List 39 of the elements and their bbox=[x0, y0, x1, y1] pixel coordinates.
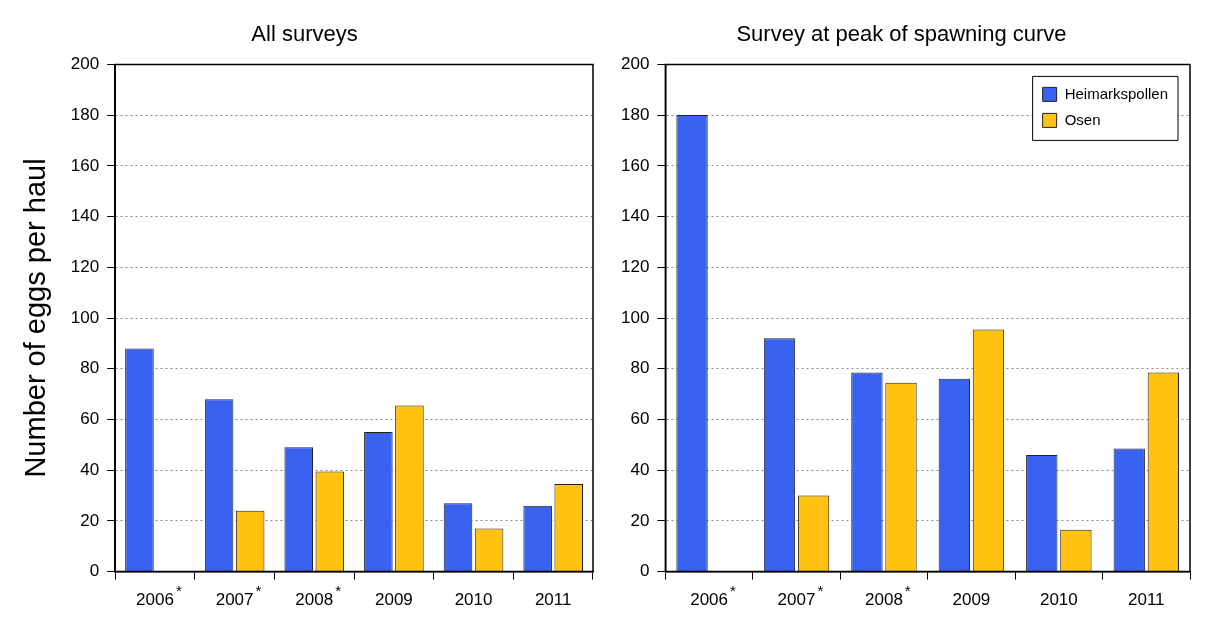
x-tick-label: 2007* bbox=[777, 581, 824, 609]
x-tick-label: 2008* bbox=[295, 581, 342, 609]
y-tick-label: 60 bbox=[630, 409, 650, 429]
y-tick-label: 100 bbox=[70, 307, 100, 327]
y-tick-label: 120 bbox=[70, 256, 100, 276]
x-tick-label: 2009 bbox=[952, 589, 991, 609]
y-axis-title: Number of eggs per haul bbox=[19, 158, 52, 478]
legend-label: Osen bbox=[1064, 110, 1101, 128]
y-tick-label: 140 bbox=[620, 206, 650, 226]
x-tick-label: 2006* bbox=[136, 581, 182, 609]
x-tick-label: 2007* bbox=[215, 581, 262, 609]
y-tick-label: 200 bbox=[620, 54, 650, 74]
y-tick-label: 80 bbox=[630, 358, 650, 378]
y-tick-label: 180 bbox=[620, 104, 650, 124]
chart-title: Survey at peak of spawning curve bbox=[736, 21, 1067, 47]
y-tick-label: 180 bbox=[70, 104, 100, 124]
x-tick-label: 2011 bbox=[534, 589, 572, 609]
y-tick-label: 160 bbox=[620, 155, 650, 175]
y-tick-label: 80 bbox=[80, 358, 100, 378]
y-tick-label: 20 bbox=[80, 510, 100, 530]
y-tick-label: 160 bbox=[70, 155, 100, 175]
y-tick-label: 120 bbox=[620, 256, 650, 276]
y-tick-label: 140 bbox=[70, 206, 100, 226]
x-tick-label: 2009 bbox=[374, 589, 413, 609]
y-tick-label: 60 bbox=[80, 409, 100, 429]
y-tick-label: 200 bbox=[70, 54, 100, 74]
x-tick-label: 2011 bbox=[1128, 589, 1165, 609]
x-tick-label: 2010 bbox=[1039, 589, 1078, 609]
y-tick-label: 40 bbox=[630, 459, 650, 479]
y-tick-label: 40 bbox=[80, 459, 100, 479]
y-tick-label: 0 bbox=[89, 561, 100, 581]
x-tick-label: 2006* bbox=[690, 581, 736, 609]
x-tick-label: 2010 bbox=[454, 589, 493, 609]
x-tick-label: 2008* bbox=[865, 581, 911, 609]
y-tick-label: 0 bbox=[639, 561, 650, 581]
chart-title: All surveys bbox=[251, 21, 358, 47]
legend-label: Heimarkspollen bbox=[1064, 84, 1168, 102]
y-tick-label: 100 bbox=[620, 307, 650, 327]
y-tick-label: 20 bbox=[630, 510, 650, 530]
